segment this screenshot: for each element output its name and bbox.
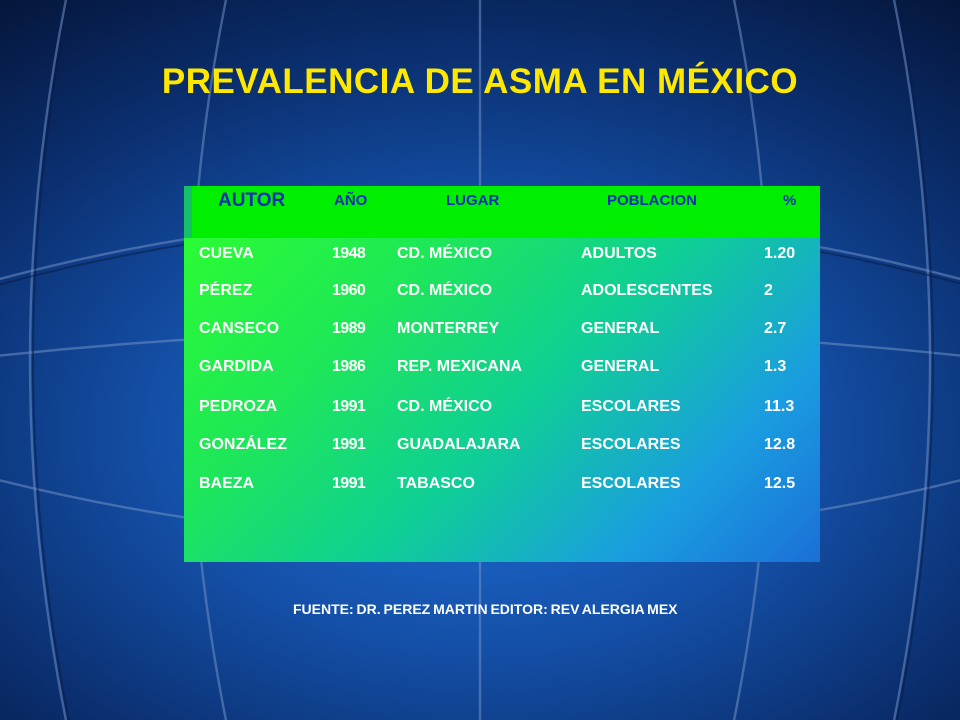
table-cell-porcentaje: 12.8 bbox=[764, 436, 796, 453]
table-cell-lugar: GUADALAJARA bbox=[397, 436, 521, 453]
table-cell-anio: 1991 bbox=[332, 475, 366, 492]
slide-title: PREVALENCIA DE ASMA EN MÉXICO bbox=[161, 62, 799, 101]
table-cell-poblacion: ADULTOS bbox=[581, 245, 657, 262]
table-header-row bbox=[192, 186, 820, 238]
table-cell-lugar: CD. MÉXICO bbox=[397, 398, 493, 415]
table-cell-autor: CANSECO bbox=[199, 320, 280, 337]
table-cell-porcentaje: 1.3 bbox=[764, 358, 787, 375]
table-cell-anio: 1986 bbox=[332, 358, 366, 375]
table-cell-autor: GARDIDA bbox=[199, 358, 274, 375]
table-cell-autor: GONZÁLEZ bbox=[199, 436, 287, 453]
table-cell-autor: BAEZA bbox=[199, 475, 255, 492]
table-cell-anio: 1991 bbox=[332, 398, 366, 415]
table-cell-lugar: REP. MEXICANA bbox=[397, 358, 523, 375]
table-cell-porcentaje: 1.20 bbox=[764, 245, 796, 262]
table-cell-lugar: CD. MÉXICO bbox=[397, 245, 493, 262]
table-cell-porcentaje: 2.7 bbox=[764, 320, 787, 337]
table-cell-anio: 1991 bbox=[332, 436, 366, 453]
header-porcentaje: % bbox=[783, 192, 797, 209]
table-cell-anio: 1948 bbox=[332, 245, 366, 262]
prevalence-table: AUTOR AÑO LUGAR POBLACION % CUEVA 1948 C… bbox=[184, 186, 820, 562]
table-cell-poblacion: GENERAL bbox=[581, 320, 660, 337]
table-cell-poblacion: GENERAL bbox=[581, 358, 660, 375]
table-cell-poblacion: ESCOLARES bbox=[581, 475, 681, 492]
table-cell-lugar: CD. MÉXICO bbox=[397, 282, 493, 299]
table-cell-porcentaje: 12.5 bbox=[764, 475, 796, 492]
table-cell-poblacion: ESCOLARES bbox=[581, 436, 681, 453]
table-cell-autor: CUEVA bbox=[199, 245, 254, 262]
header-lugar: LUGAR bbox=[446, 192, 500, 209]
header-anio: AÑO bbox=[334, 192, 368, 209]
table-cell-autor: PEDROZA bbox=[199, 398, 278, 415]
table-cell-autor: PÉREZ bbox=[199, 282, 253, 299]
table-cell-anio: 1989 bbox=[332, 320, 366, 337]
table-cell-poblacion: ADOLESCENTES bbox=[581, 282, 713, 299]
table-cell-anio: 1960 bbox=[332, 282, 366, 299]
header-autor: AUTOR bbox=[218, 190, 286, 211]
source-footer: FUENTE: DR. PEREZ MARTIN EDITOR: REV ALE… bbox=[293, 601, 678, 617]
table-cell-porcentaje: 2 bbox=[764, 282, 773, 299]
table-header-edge bbox=[184, 186, 192, 238]
table-cell-poblacion: ESCOLARES bbox=[581, 398, 681, 415]
header-poblacion: POBLACION bbox=[607, 192, 697, 209]
table-cell-lugar: MONTERREY bbox=[397, 320, 500, 337]
table-cell-lugar: TABASCO bbox=[397, 475, 475, 492]
table-cell-porcentaje: 11.3 bbox=[764, 398, 795, 415]
